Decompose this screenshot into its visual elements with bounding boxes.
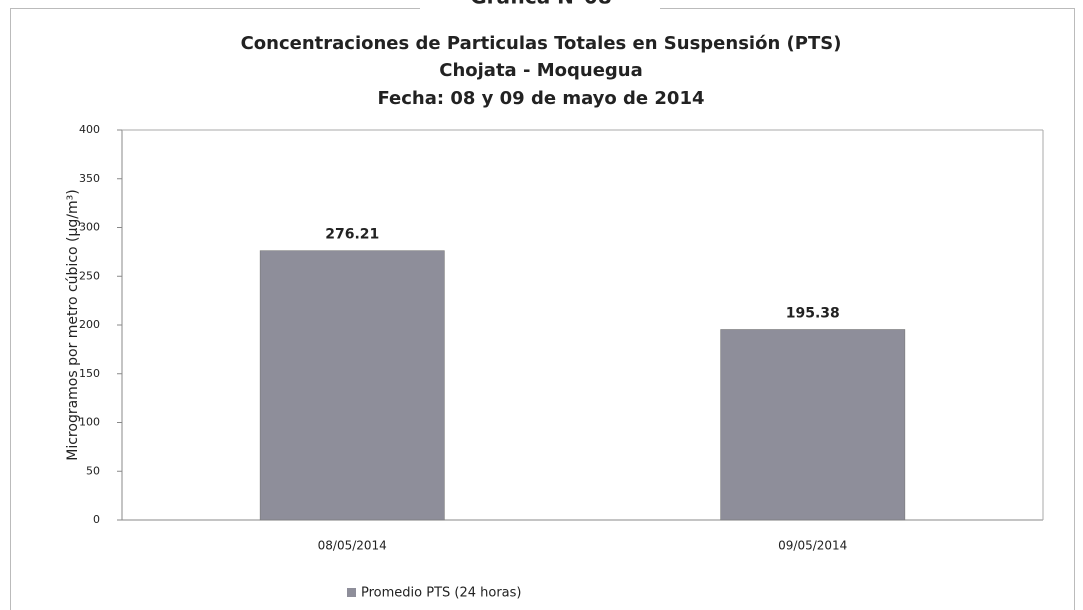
data-label: 195.38 [786, 306, 840, 322]
y-tick-label: 100 [79, 416, 100, 429]
bar [720, 329, 906, 521]
y-tick-label: 50 [86, 464, 100, 477]
y-tick-label: 150 [79, 367, 100, 380]
legend-label: Promedio PTS (24 horas) [361, 586, 522, 601]
chart-title: Chojata - Moquegua [439, 60, 643, 81]
data-label: 276.21 [325, 227, 379, 243]
y-tick-label: 300 [79, 221, 100, 234]
bar [259, 250, 445, 521]
y-tick-label: 0 [93, 513, 100, 526]
y-tick-label: 250 [79, 269, 100, 282]
header: Gráfica N°08 [470, 0, 611, 9]
y-tick-label: 200 [79, 318, 100, 331]
y-tick-label: 350 [79, 172, 100, 185]
y-tick-label: 400 [79, 123, 100, 136]
header-bg [420, 0, 660, 9]
chart-title: Concentraciones de Particulas Totales en… [241, 33, 842, 54]
y-axis-label: Microgramos por metro cúbico (µg/m³) [65, 189, 81, 460]
x-tick-label: 08/05/2014 [318, 539, 387, 553]
chart-title: Fecha: 08 y 09 de mayo de 2014 [377, 88, 704, 109]
legend-swatch [347, 588, 356, 597]
x-tick-label: 09/05/2014 [778, 539, 847, 553]
